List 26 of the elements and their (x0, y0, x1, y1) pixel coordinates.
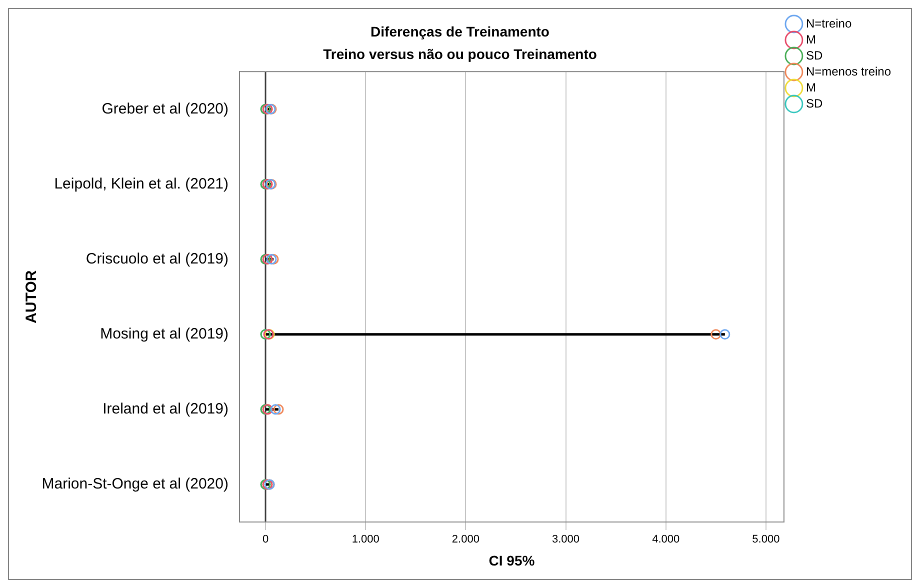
y-tick-label: Greber et al (2020) (102, 100, 228, 118)
y-tick-label: Criscuolo et al (2019) (86, 250, 228, 268)
chart-title: Diferenças de Treinamento (370, 23, 550, 40)
y-axis-title: AUTOR (23, 270, 40, 324)
legend-label: SD (806, 96, 823, 110)
point (270, 404, 281, 415)
legend-label: SD (806, 48, 823, 62)
y-tick-label: Marion-St-Onge et al (2020) (42, 476, 228, 493)
legend-label: N=treino (806, 16, 852, 30)
y-tick-label: Ireland et al (2019) (102, 400, 228, 418)
x-tick-label: 2.000 (452, 534, 480, 546)
point (720, 329, 730, 340)
x-tick-label: 4.000 (652, 534, 680, 546)
legend-label: M (806, 80, 816, 94)
x-axis-title: CI 95% (488, 552, 536, 568)
chart-subtitle: Treino versus não ou pouco Treinamento (323, 46, 597, 62)
legend-label: M (806, 32, 816, 46)
y-tick-label: Mosing et al (2019) (100, 325, 228, 342)
x-tick-label: 1.000 (352, 534, 380, 546)
legend-label: N=menos treino (806, 64, 892, 78)
point (710, 329, 722, 340)
x-tick-label: 3.000 (552, 534, 580, 546)
point (273, 404, 284, 415)
x-tick-label: 5.000 (752, 534, 780, 546)
y-tick-label: Leipold, Klein et al. (2021) (54, 175, 229, 192)
x-tick-label: 0 (262, 534, 269, 546)
